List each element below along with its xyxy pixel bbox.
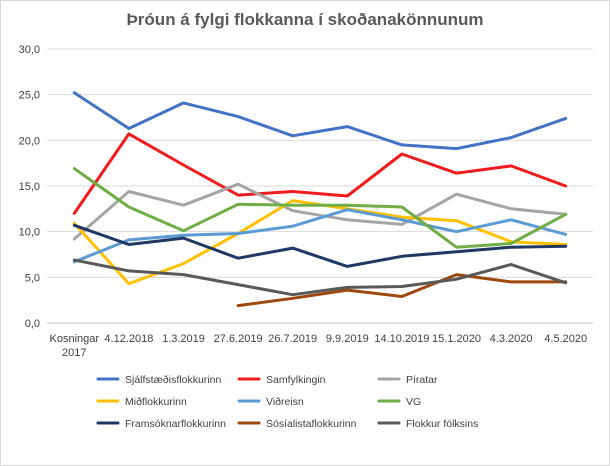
x-tick-label: 4.12.2018 xyxy=(104,333,153,345)
y-tick-label: 10,0 xyxy=(19,227,40,239)
series-line-6 xyxy=(72,167,568,249)
x-tick-label: 2017 xyxy=(62,347,86,359)
chart-title: Þróun á fylgi flokkanna í skoðanakönnunu… xyxy=(126,10,484,29)
y-tick-label: 20,0 xyxy=(19,135,40,147)
y-tick-label: 25,0 xyxy=(19,90,40,102)
series-line-3 xyxy=(72,182,568,241)
legend-label: Samfylkingin xyxy=(266,374,326,386)
x-tick-label: 26.7.2019 xyxy=(268,333,317,345)
series-line-5 xyxy=(72,208,568,264)
series-line-1 xyxy=(72,91,568,151)
legend-label: Sjálfstæðisflokkurinn xyxy=(125,374,221,386)
y-tick-label: 0,0 xyxy=(25,318,40,330)
x-tick-label: 14.10.2019 xyxy=(374,333,429,345)
series-line-7 xyxy=(72,223,568,268)
x-tick-label: 15.1.2020 xyxy=(432,333,481,345)
x-tick-label: 4.5.2020 xyxy=(544,333,587,345)
x-tick-label: 27.6.2019 xyxy=(214,333,263,345)
series-line-2 xyxy=(72,132,568,215)
legend-label: Píratar xyxy=(406,374,438,386)
y-tick-label: 5,0 xyxy=(25,272,40,284)
x-tick-label: 4.3.2020 xyxy=(490,333,533,345)
x-tick-label: Kosningar xyxy=(50,333,100,345)
legend-label: Miðflokkurinn xyxy=(125,396,187,408)
legend-label: VG xyxy=(406,396,421,408)
legend-label: Framsóknarflokkurinn xyxy=(125,418,226,430)
x-tick-label: 1.3.2019 xyxy=(162,333,205,345)
legend-label: Sósíalistaflokkurinn xyxy=(266,418,357,430)
y-tick-label: 30,0 xyxy=(19,44,40,56)
series-line-9 xyxy=(72,258,568,297)
x-tick-label: 9.9.2019 xyxy=(326,333,369,345)
y-tick-label: 15,0 xyxy=(19,181,40,193)
legend-label: Viðreisn xyxy=(266,396,304,408)
legend-label: Flokkur fólksins xyxy=(406,418,478,430)
series-line-8 xyxy=(236,273,568,308)
